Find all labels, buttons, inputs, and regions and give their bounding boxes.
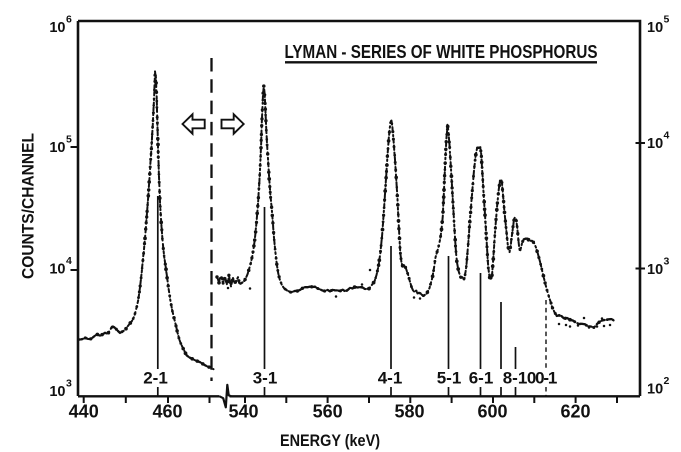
svg-text:5: 5 bbox=[66, 134, 72, 146]
svg-text:10: 10 bbox=[49, 262, 65, 278]
svg-text:3: 3 bbox=[66, 378, 72, 390]
svg-text:00-1: 00-1 bbox=[527, 368, 557, 387]
svg-text:560: 560 bbox=[313, 402, 343, 422]
svg-text:620: 620 bbox=[560, 402, 590, 422]
svg-text:10: 10 bbox=[647, 20, 663, 36]
svg-text:580: 580 bbox=[394, 402, 424, 422]
svg-text:6-1: 6-1 bbox=[469, 368, 494, 387]
svg-text:2: 2 bbox=[664, 375, 670, 387]
svg-text:LYMAN - SERIES OF WHITE PHOSPH: LYMAN - SERIES OF WHITE PHOSPHORUS bbox=[285, 41, 598, 62]
svg-text:10: 10 bbox=[647, 262, 663, 278]
svg-text:540: 540 bbox=[228, 402, 258, 422]
svg-text:COUNTS/CHANNEL: COUNTS/CHANNEL bbox=[19, 133, 38, 279]
svg-text:10: 10 bbox=[647, 382, 663, 398]
svg-text:3: 3 bbox=[664, 256, 670, 268]
svg-text:4: 4 bbox=[66, 255, 72, 267]
svg-text:600: 600 bbox=[477, 402, 507, 422]
svg-text:4: 4 bbox=[664, 130, 670, 142]
svg-text:10: 10 bbox=[49, 140, 65, 156]
svg-text:440: 440 bbox=[69, 402, 99, 422]
svg-text:5-1: 5-1 bbox=[437, 368, 462, 387]
svg-text:ENERGY (keV): ENERGY (keV) bbox=[280, 431, 380, 450]
svg-text:3-1: 3-1 bbox=[253, 368, 278, 387]
svg-text:10: 10 bbox=[647, 136, 663, 152]
svg-text:5: 5 bbox=[664, 13, 670, 25]
svg-text:4-1: 4-1 bbox=[378, 368, 403, 387]
svg-text:2-1: 2-1 bbox=[143, 368, 168, 387]
svg-text:6: 6 bbox=[66, 13, 72, 25]
svg-text:10: 10 bbox=[49, 20, 65, 36]
svg-text:8-1: 8-1 bbox=[503, 368, 528, 387]
svg-text:10: 10 bbox=[49, 384, 65, 400]
svg-text:460: 460 bbox=[152, 402, 182, 422]
